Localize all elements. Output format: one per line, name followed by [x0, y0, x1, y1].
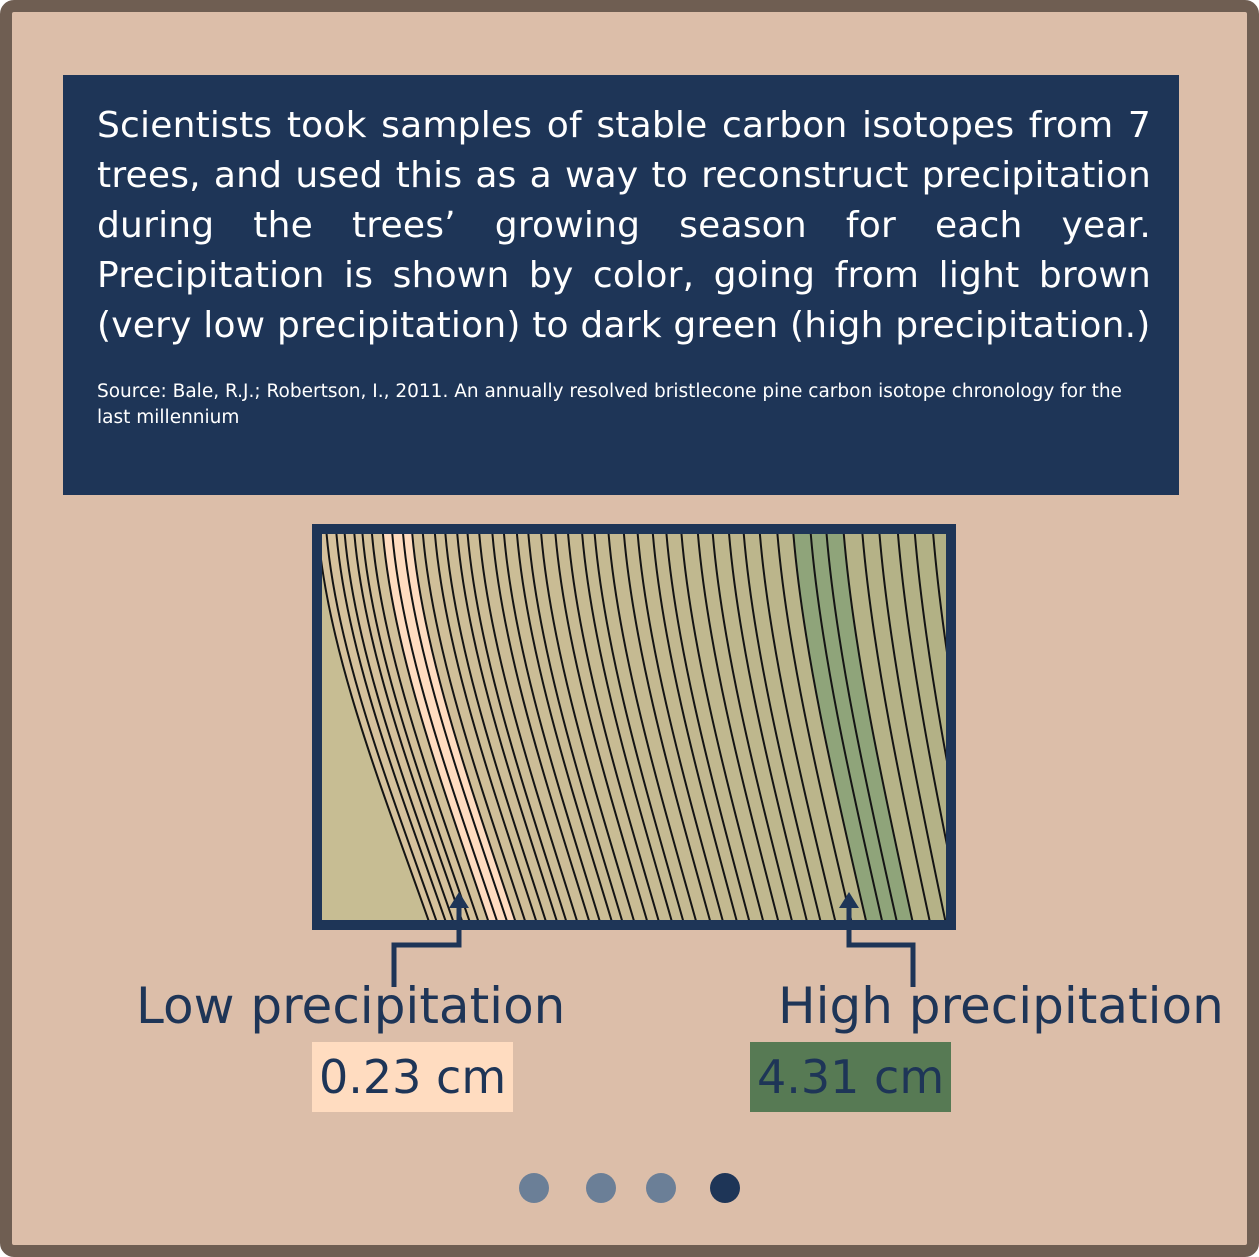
pagination-dot-2[interactable]: [586, 1173, 616, 1203]
ring-line: [540, 534, 635, 920]
ring-band: [666, 534, 763, 920]
ring-line: [353, 534, 463, 920]
ring-line: [361, 534, 471, 920]
ring-line: [322, 559, 430, 920]
ring-line: [711, 534, 793, 920]
ring-band: [608, 534, 710, 920]
ring-line: [335, 534, 447, 920]
ring-line: [842, 534, 914, 920]
high-precipitation-value: 4.31 cm: [750, 1042, 952, 1112]
ring-line: [466, 534, 567, 920]
ring-band: [412, 534, 525, 920]
ring-line: [636, 534, 724, 920]
ring-line: [742, 534, 822, 920]
ring-band: [362, 534, 478, 920]
ring-line: [444, 534, 547, 920]
ring-band: [354, 534, 470, 920]
ring-band: [729, 534, 821, 920]
ring-band: [623, 534, 723, 920]
source-citation: Source: Bale, R.J.; Robertson, I., 2011.…: [97, 381, 1122, 428]
low-precipitation-value: 0.23 cm: [312, 1042, 514, 1112]
ring-band: [422, 534, 536, 920]
ring-line: [433, 534, 537, 920]
ring-line: [456, 534, 558, 920]
ring-line: [411, 534, 516, 920]
ring-band: [467, 534, 577, 920]
ring-line: [809, 534, 883, 920]
ring-band: [403, 534, 515, 920]
ring-band: [652, 534, 749, 920]
ring-line: [567, 534, 660, 920]
ring-band: [445, 534, 557, 920]
ring-band: [541, 534, 647, 920]
ring-band: [326, 534, 446, 920]
ring-band: [777, 534, 866, 920]
ring-line: [491, 534, 590, 920]
ring-line: [878, 534, 946, 920]
ring-band: [382, 534, 497, 920]
ring-band: [344, 534, 462, 920]
pagination-dot-4[interactable]: [710, 1173, 740, 1203]
ring-line: [651, 534, 738, 920]
ring-band: [897, 534, 946, 841]
pagination-dot-1[interactable]: [519, 1173, 549, 1203]
ring-band: [457, 534, 566, 920]
ring-band: [568, 534, 672, 920]
ring-line: [371, 534, 479, 920]
ring-band: [492, 534, 600, 920]
ring-band: [637, 534, 737, 920]
ring-band: [843, 534, 930, 920]
ring-line: [932, 534, 946, 653]
ring-line: [554, 534, 648, 920]
ring-band: [697, 534, 792, 920]
ring-band: [879, 534, 946, 920]
ring-line: [680, 534, 764, 920]
tree-rings-svg: [322, 534, 946, 920]
ring-band: [336, 534, 453, 920]
ring-line: [343, 534, 454, 920]
ring-line: [792, 534, 867, 920]
ring-line: [325, 534, 438, 920]
ring-band: [594, 534, 696, 920]
ring-line: [581, 534, 673, 920]
ring-band: [516, 534, 622, 920]
info-box: Scientists took samples of stable carbon…: [63, 75, 1179, 495]
ring-line: [478, 534, 578, 920]
ring-line: [421, 534, 526, 920]
ring-line: [607, 534, 697, 920]
pagination-dot-3[interactable]: [646, 1173, 676, 1203]
ring-line: [696, 534, 780, 920]
description-text: Scientists took samples of stable carbon…: [97, 105, 1151, 346]
ring-line: [728, 534, 808, 920]
ring-band: [372, 534, 488, 920]
ring-line: [896, 534, 946, 846]
ring-line: [825, 534, 898, 920]
ring-line: [391, 534, 498, 920]
ring-line: [593, 534, 684, 920]
ring-band: [434, 534, 546, 920]
ring-line: [381, 534, 489, 920]
ring-line: [503, 534, 601, 920]
high-precipitation-label: High precipitation: [778, 977, 1224, 1035]
ring-line: [665, 534, 751, 920]
ring-line: [913, 534, 946, 762]
ring-band: [392, 534, 507, 920]
low-precipitation-label: Low precipitation: [136, 977, 566, 1035]
ring-line: [622, 534, 711, 920]
ring-line: [861, 534, 931, 920]
ring-line: [527, 534, 623, 920]
ring-line: [402, 534, 508, 920]
pagination-dots: [12, 1173, 1247, 1203]
ring-line: [776, 534, 853, 920]
tree-ring-illustration: [312, 524, 956, 930]
ring-line: [515, 534, 613, 920]
ring-line: [758, 534, 837, 920]
